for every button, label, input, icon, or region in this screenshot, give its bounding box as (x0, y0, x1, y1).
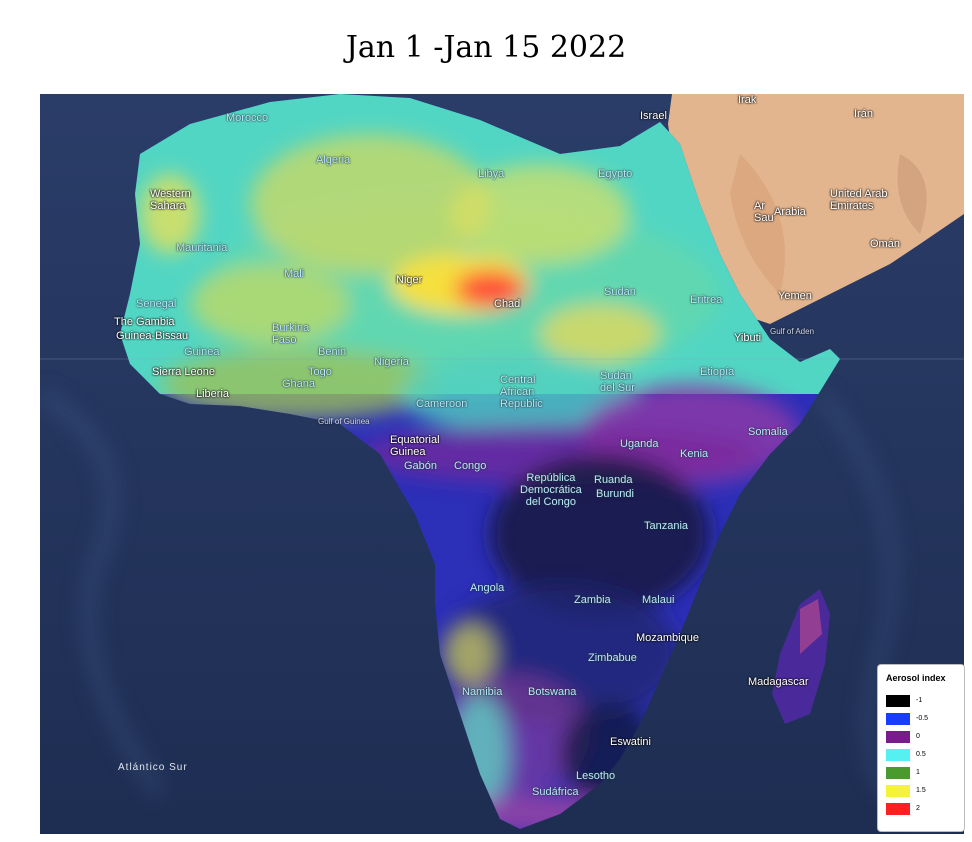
label-drc: República Democrática del Congo (520, 472, 582, 508)
label-zimbabwe: Zimbabue (588, 652, 637, 664)
label-somalia: Somalia (748, 426, 788, 438)
label-eq-guinea: Equatorial Guinea (390, 434, 440, 458)
label-sudan: Sudán (604, 286, 636, 298)
legend-label: 1.5 (916, 787, 926, 794)
legend-swatch (886, 713, 910, 725)
label-benin: Benin (318, 346, 347, 358)
label-mauritania: Mauritania (176, 242, 228, 254)
legend-swatch (886, 785, 910, 797)
label-egypt: Egypto (598, 168, 633, 180)
label-cameroon: Cameroon (416, 398, 468, 410)
label-senegal: Senegal (136, 298, 177, 310)
arabian-peninsula (668, 94, 964, 324)
label-rwanda: Ruanda (594, 474, 633, 486)
label-saudi-prefix: Ar Sau (754, 200, 774, 224)
label-mali: Mali (284, 268, 305, 280)
label-eswatini: Eswatini (610, 736, 651, 748)
label-western-sahara: Western Sahara (150, 188, 191, 212)
map-title: Jan 1 -Jan 15 2022 (345, 30, 627, 65)
label-madagascar: Madagascar (748, 676, 809, 688)
label-ethiopia: Etiopía (700, 366, 735, 378)
label-ghana: Ghana (282, 378, 316, 390)
legend-item: -1 (886, 695, 960, 709)
label-nigeria: Nigeria (374, 356, 409, 368)
legend-label: 0 (916, 733, 920, 740)
legend-swatch (886, 749, 910, 761)
label-togo: Togo (308, 366, 332, 378)
label-gulf-aden: Gulf of Aden (770, 327, 815, 336)
label-gambia: The Gambia (114, 316, 175, 328)
label-gulf-guinea: Gulf of Guinea (318, 417, 370, 426)
label-niger: Niger (396, 274, 423, 286)
label-car: Central African Republic (500, 374, 543, 410)
label-zambia: Zambia (574, 594, 611, 606)
legend-swatch (886, 695, 910, 707)
aerosol-legend: Aerosol index -1 -0.5 0 0.5 1 1.5 2 (877, 664, 965, 832)
label-angola: Angola (470, 582, 505, 594)
label-oman: Omán (870, 238, 900, 250)
legend-item: 1 (886, 767, 960, 781)
legend-swatch (886, 767, 910, 779)
legend-label: -1 (916, 697, 923, 704)
label-lesotho: Lesotho (576, 770, 616, 782)
legend-label: 0.5 (916, 751, 926, 758)
label-botswana: Botswana (528, 686, 577, 698)
label-congo: Congo (454, 460, 487, 472)
label-eritrea: Eritrea (690, 294, 723, 306)
label-uganda: Uganda (620, 438, 659, 450)
label-yemen: Yemen (778, 290, 812, 302)
label-namibia: Namibia (462, 686, 503, 698)
label-mozambique: Mozambique (636, 632, 699, 644)
label-iraq: Irak (738, 94, 757, 106)
label-guinea: Guinea (184, 346, 220, 358)
legend-label: 1 (916, 769, 920, 776)
legend-item: 2 (886, 803, 960, 817)
label-malawi: Malaui (642, 594, 675, 606)
legend-item: 0.5 (886, 749, 960, 763)
label-south-sudan: Sudán del Sur (600, 370, 635, 394)
label-saudi: Arabia (774, 206, 806, 218)
label-south-africa: Sudáfrica (532, 786, 579, 798)
legend-title: Aerosol index (886, 673, 946, 683)
legend-label: -0.5 (916, 715, 929, 722)
label-kenya: Kenia (680, 448, 709, 460)
legend-label: 2 (916, 805, 920, 812)
label-sierra-leone: Sierra Leone (152, 366, 215, 378)
label-liberia: Liberia (196, 388, 230, 400)
label-tanzania: Tanzania (644, 520, 689, 532)
label-libya: Libya (478, 168, 505, 180)
label-chad: Chad (494, 298, 521, 310)
label-iran: Irán (854, 108, 873, 120)
label-guinea-bissau: Guinea-Bissau (116, 330, 189, 342)
label-israel: Israel (640, 110, 667, 122)
label-burundi: Burundi (596, 488, 634, 500)
legend-item: 1.5 (886, 785, 960, 799)
label-gabon: Gabón (404, 460, 438, 472)
legend-item: -0.5 (886, 713, 960, 727)
label-burkina: Burkina Faso (272, 322, 310, 346)
legend-swatch (886, 731, 910, 743)
label-algeria: Algeria (316, 154, 351, 166)
label-atlantic: Atlántico Sur (118, 762, 188, 773)
legend-swatch (886, 803, 910, 815)
label-djibouti: Yibuti (734, 332, 762, 344)
legend-item: 0 (886, 731, 960, 745)
map-canvas (40, 94, 964, 834)
label-uae: United Arab Emirates (830, 188, 888, 212)
map-view[interactable]: Morocco Algeria Libya Egypto Israel Irak… (40, 94, 964, 834)
label-morocco: Morocco (226, 112, 269, 124)
